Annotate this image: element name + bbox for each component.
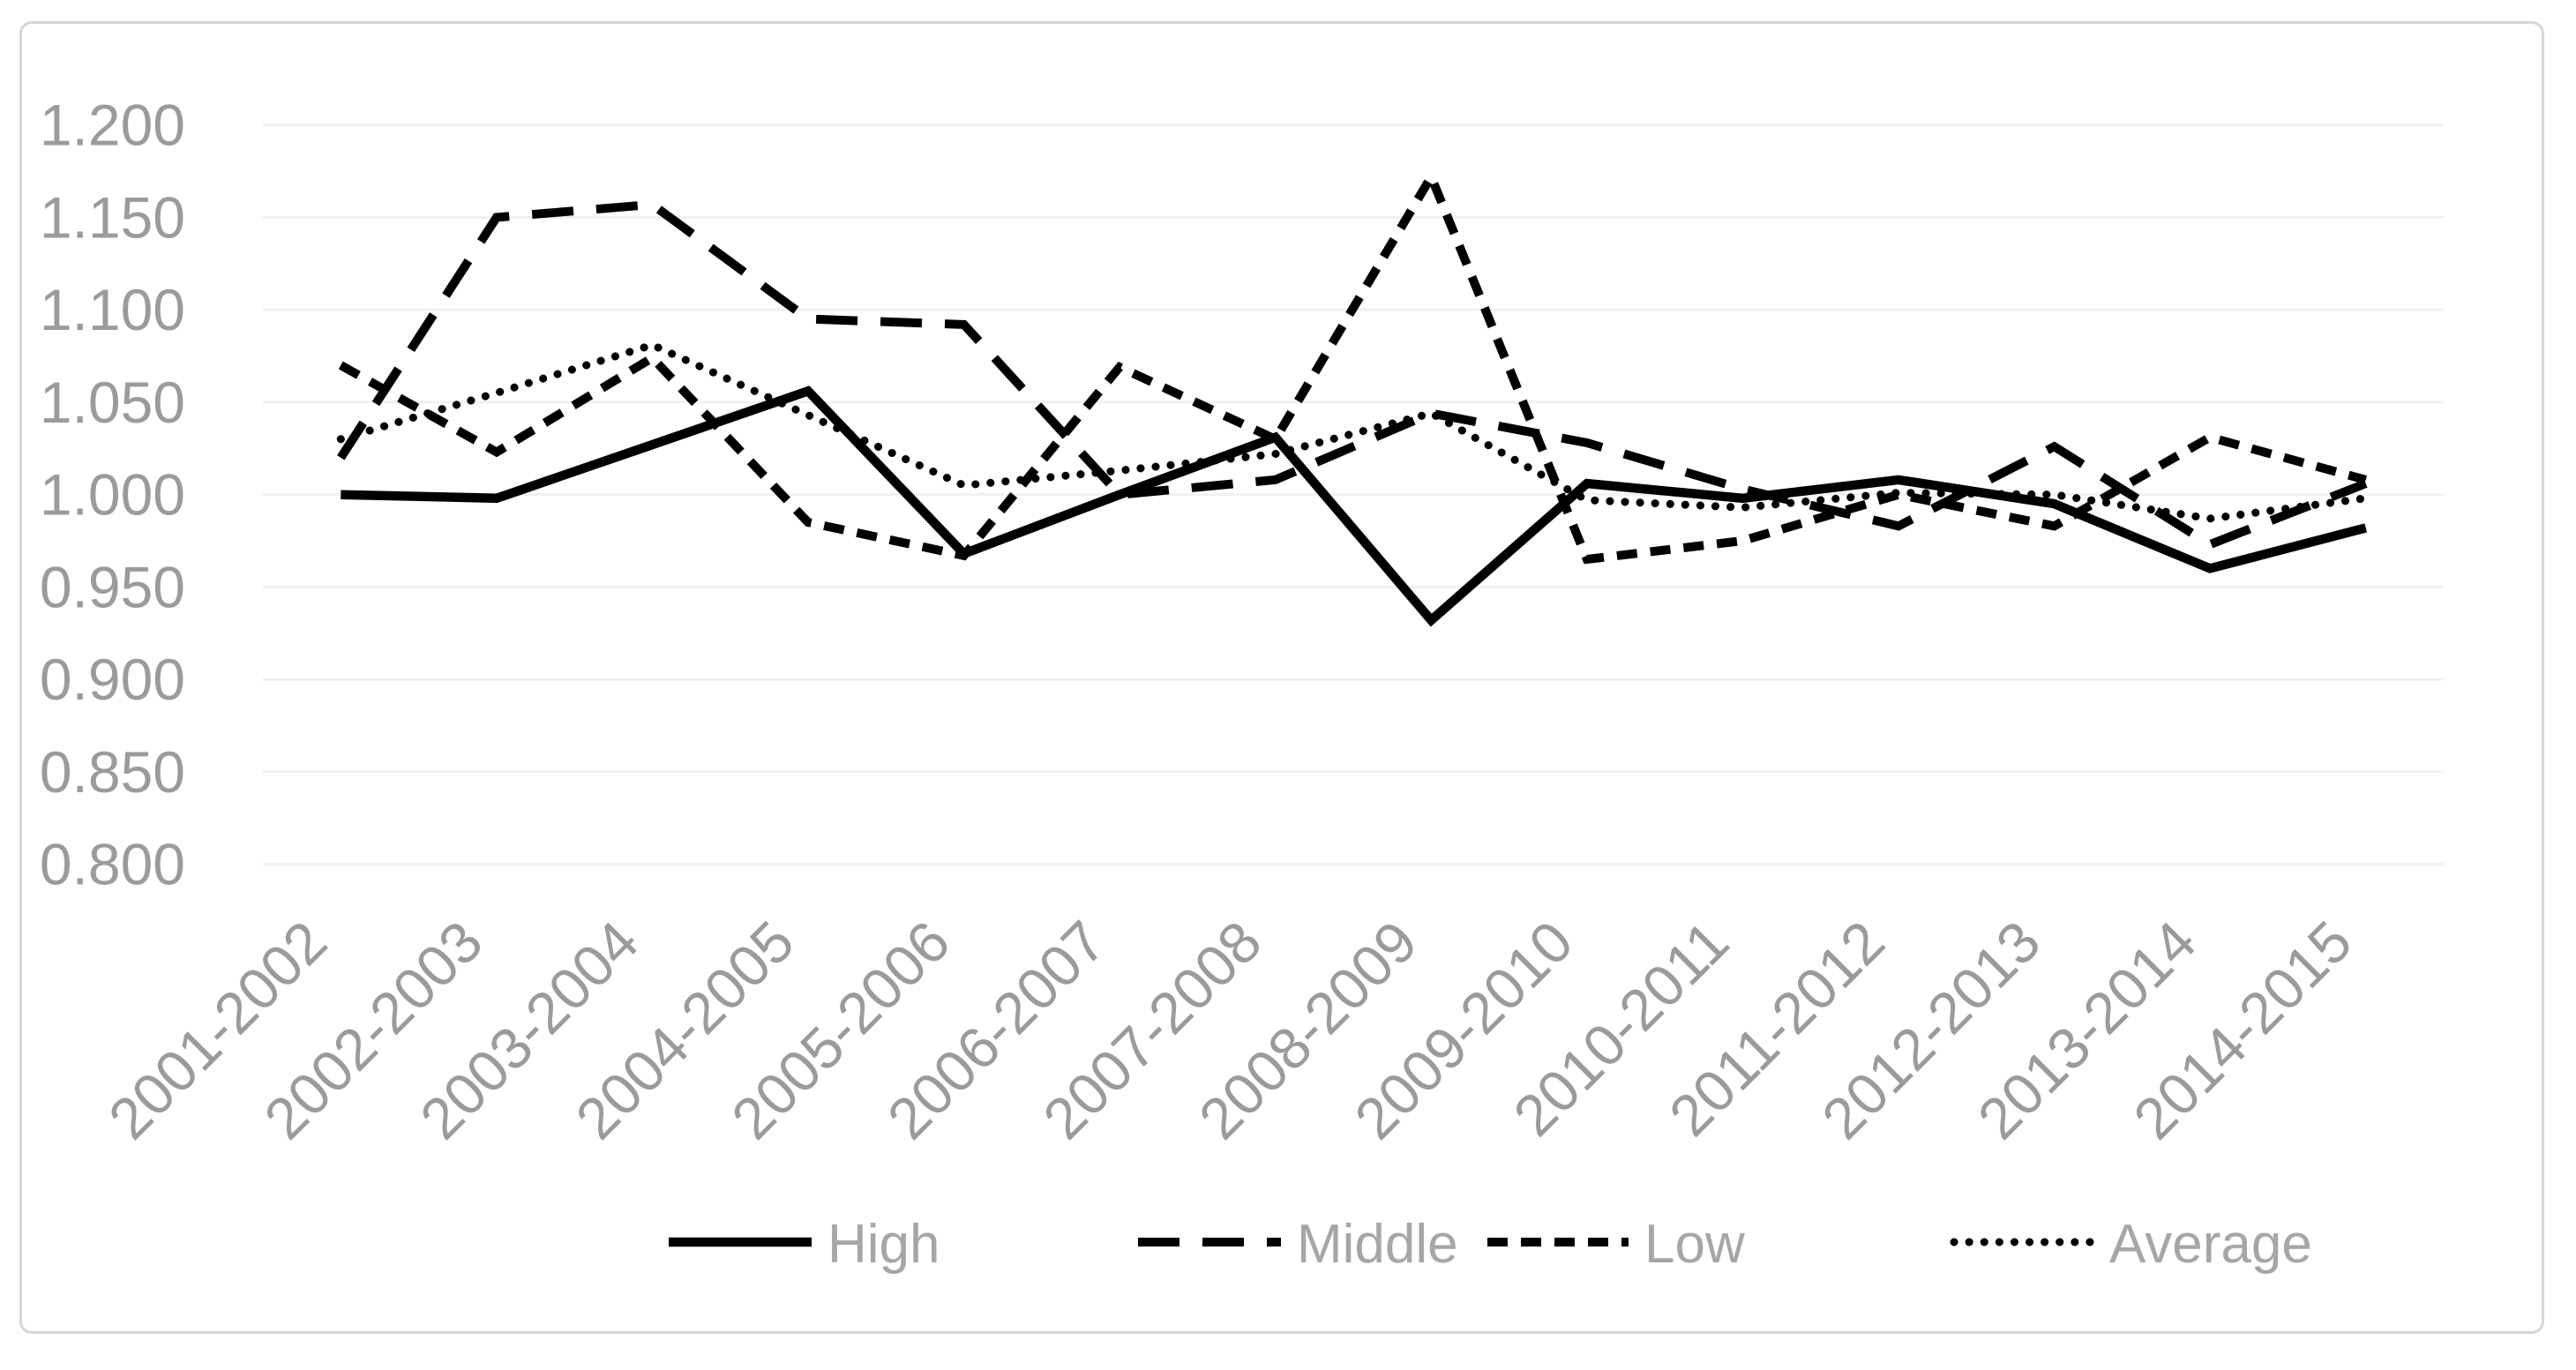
y-tick-label: 1.050 [40,370,185,435]
y-axis-labels: 1.200 1.150 1.100 1.050 1.000 0.950 0.900 0.850… [40,93,185,897]
legend-label-middle: Middle [1297,1214,1458,1275]
y-tick-label: 0.850 [40,739,185,805]
y-tick-label: 0.800 [40,832,185,897]
legend-label-high: High [827,1214,940,1275]
series-line-high [341,386,2368,627]
y-tick-label: 1.000 [40,462,185,528]
series-lines [336,167,2370,627]
series-line-low [338,167,2368,565]
x-axis-labels: 2001-20022002-20032003-20042004-20052005… [96,909,2364,1152]
y-tick-label: 1.100 [40,277,185,342]
y-tick-label: 0.950 [40,554,185,619]
y-tick-label: 1.200 [40,93,185,158]
series-line-middle [337,199,2368,550]
legend-label-low: Low [1644,1214,1745,1275]
y-tick-label: 0.900 [40,647,185,712]
series-line-average [336,341,2370,523]
legend: High Middle Low Average [669,1214,2312,1275]
legend-label-average: Average [2109,1214,2312,1275]
gridlines [263,124,2444,866]
y-tick-label: 1.150 [40,184,185,250]
chart-card [19,21,2544,1334]
